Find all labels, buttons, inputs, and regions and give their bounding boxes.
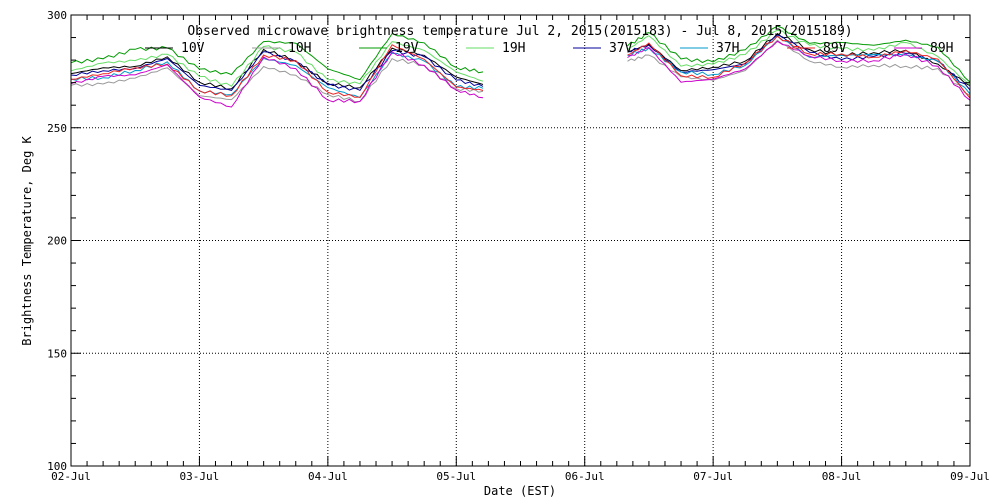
x-tick-label: 06-Jul: [565, 470, 605, 483]
series-line-10v: [70, 47, 484, 90]
x-tick-label: 02-Jul: [51, 470, 91, 483]
y-tick-label: 200: [47, 235, 67, 248]
series-line-37h: [627, 35, 971, 95]
legend-label-89h: 89H: [930, 41, 953, 56]
series-line-19v: [627, 25, 971, 83]
legend-label-89v: 89V: [823, 41, 847, 56]
legend-label-37v: 37V: [609, 41, 633, 56]
grid-layer: [71, 15, 970, 466]
series-line-89v: [627, 35, 971, 99]
series-line-89h: [627, 40, 971, 101]
x-tick-label: 05-Jul: [436, 470, 476, 483]
legend: 10V 10H 19V 19H 37V 37H 89V 89H: [145, 41, 953, 56]
y-tick-label: 150: [47, 347, 67, 360]
series-line-10h: [70, 57, 484, 103]
legend-label-37h: 37H: [716, 41, 739, 56]
x-tick-label: 04-Jul: [308, 470, 348, 483]
x-tick-label: 09-Jul: [950, 470, 990, 483]
series-line-19v: [70, 32, 484, 81]
tick-layer: 02-Jul 03-Jul 04-Jul 05-Jul 06-Jul 07-Jul 08-J…: [47, 9, 990, 483]
series-line-10h: [627, 39, 971, 96]
series-line-89v: [70, 44, 484, 98]
plot-frame: [70, 14, 971, 467]
x-axis-label: Date (EST): [484, 484, 556, 498]
y-tick-label: 250: [47, 122, 67, 135]
series-line-19h: [627, 29, 971, 86]
series-line-37v: [70, 49, 484, 92]
y-tick-label: 300: [47, 9, 67, 22]
series-line-89h: [70, 50, 484, 108]
y-tick-label: 100: [47, 460, 67, 473]
x-tick-label: 03-Jul: [180, 470, 220, 483]
x-tick-label: 08-Jul: [822, 470, 862, 483]
legend-label-19v: 19V: [395, 41, 419, 56]
y-axis-label: Brightness Temperature, Deg K: [20, 135, 34, 345]
series-line-37h: [70, 52, 484, 99]
legend-label-19h: 19H: [502, 41, 525, 56]
legend-label-10h: 10H: [288, 41, 311, 56]
x-tick-label: 07-Jul: [693, 470, 733, 483]
chart-title: Observed microwave brightness temperatur…: [187, 24, 852, 39]
legend-label-10v: 10V: [181, 41, 205, 56]
